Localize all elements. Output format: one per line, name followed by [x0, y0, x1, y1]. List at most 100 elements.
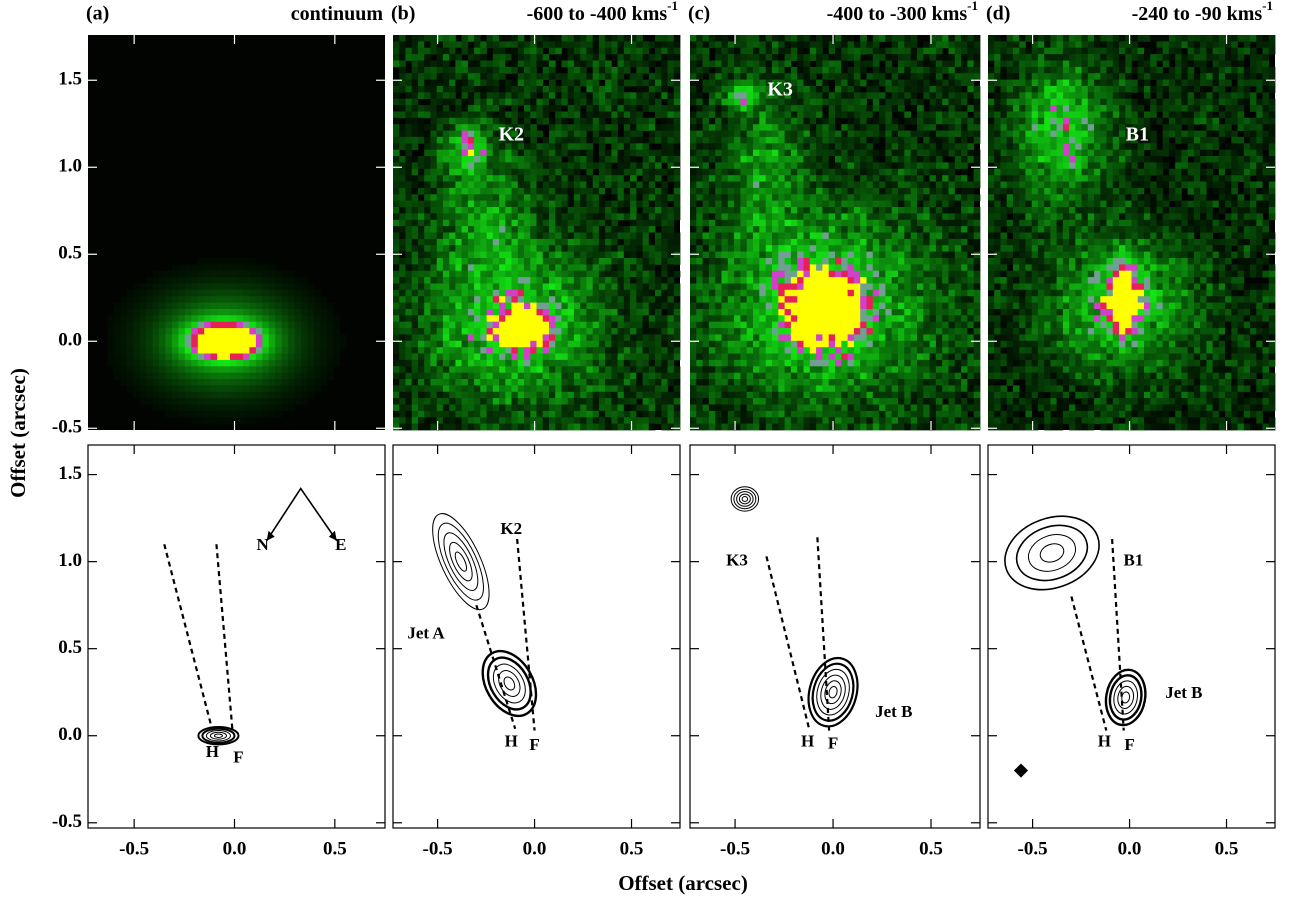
- image-pixel: [411, 207, 419, 214]
- image-pixel: [492, 404, 500, 412]
- image-pixel: [784, 156, 792, 163]
- title-text: -400 to -300 kms: [827, 3, 968, 25]
- image-pixel: [822, 117, 830, 125]
- image-pixel: [586, 372, 593, 380]
- image-pixel: [467, 309, 475, 316]
- image-pixel: [517, 334, 525, 342]
- image-pixel: [841, 92, 848, 100]
- image-pixel: [872, 207, 880, 214]
- image-pixel: [778, 54, 785, 61]
- image-pixel: [661, 372, 668, 380]
- image-pixel: [133, 328, 141, 335]
- image-pixel: [197, 359, 205, 367]
- image-pixel: [461, 47, 469, 55]
- image-pixel: [430, 264, 437, 272]
- image-pixel: [505, 162, 512, 170]
- image-pixel: [778, 156, 785, 163]
- image-pixel: [655, 175, 662, 182]
- image-pixel: [405, 35, 413, 42]
- image-pixel: [617, 226, 625, 233]
- panel-title: continuum: [291, 3, 384, 25]
- image-pixel: [623, 111, 631, 119]
- image-pixel: [567, 372, 575, 380]
- image-pixel: [133, 334, 141, 342]
- image-pixel: [617, 404, 625, 412]
- image-pixel: [809, 130, 817, 138]
- image-pixel: [580, 302, 587, 310]
- image-pixel: [898, 47, 905, 55]
- image-pixel: [816, 41, 823, 49]
- image-pixel: [442, 321, 450, 329]
- image-pixel: [860, 35, 867, 42]
- image-pixel: [505, 232, 512, 240]
- image-pixel: [872, 105, 880, 112]
- image-pixel: [772, 168, 779, 176]
- image-pixel: [536, 143, 544, 151]
- image-pixel: [803, 60, 811, 68]
- image-pixel: [139, 321, 147, 329]
- image-pixel: [268, 391, 276, 399]
- image-pixel: [727, 213, 735, 221]
- image-pixel: [667, 156, 675, 163]
- image-pixel: [442, 334, 450, 342]
- image-pixel: [474, 245, 481, 252]
- image-pixel: [885, 117, 893, 125]
- image-pixel: [424, 245, 431, 252]
- image-pixel: [623, 124, 631, 131]
- image-pixel: [611, 238, 618, 246]
- image-pixel: [598, 296, 606, 303]
- image-pixel: [178, 270, 186, 278]
- image-pixel: [648, 372, 656, 380]
- image-pixel: [555, 73, 562, 80]
- image-pixel: [708, 213, 716, 221]
- image-pixel: [797, 156, 804, 163]
- image-pixel: [623, 385, 631, 393]
- image-pixel: [835, 207, 842, 214]
- image-pixel: [204, 366, 212, 374]
- image-pixel: [474, 111, 481, 119]
- image-pixel: [942, 86, 949, 93]
- image-pixel: [573, 156, 581, 163]
- image-pixel: [586, 194, 593, 202]
- image-pixel: [393, 245, 400, 252]
- image-pixel: [499, 181, 506, 189]
- image-pixel: [630, 353, 637, 361]
- image-pixel: [611, 194, 618, 202]
- image-pixel: [673, 296, 681, 303]
- contour: [432, 513, 490, 611]
- image-pixel: [449, 105, 456, 112]
- image-pixel: [449, 417, 456, 425]
- image-pixel: [891, 156, 899, 163]
- image-pixel: [243, 391, 250, 399]
- image-pixel: [891, 175, 899, 182]
- image-pixel: [816, 207, 823, 214]
- image-pixel: [524, 98, 531, 106]
- image-pixel: [778, 111, 785, 119]
- image-pixel: [210, 302, 218, 310]
- image-pixel: [405, 372, 413, 380]
- image-pixel: [314, 289, 321, 297]
- image-pixel: [561, 168, 569, 176]
- image-pixel: [828, 130, 836, 138]
- image-pixel: [499, 398, 506, 405]
- image-pixel: [929, 117, 937, 125]
- image-pixel: [511, 105, 519, 112]
- image-pixel: [418, 47, 425, 55]
- image-pixel: [113, 347, 121, 354]
- image-pixel: [133, 321, 141, 329]
- image-pixel: [171, 410, 179, 418]
- image-pixel: [184, 340, 192, 348]
- image-pixel: [449, 245, 456, 252]
- image-pixel: [262, 309, 270, 316]
- image-pixel: [467, 187, 475, 195]
- image-pixel: [449, 54, 456, 61]
- image-pixel: [530, 423, 537, 431]
- image-pixel: [505, 353, 512, 361]
- image-pixel: [630, 270, 637, 278]
- image-pixel: [326, 334, 334, 342]
- image-pixel: [399, 175, 406, 182]
- image-pixel: [243, 258, 250, 265]
- image-pixel: [961, 136, 968, 144]
- image-pixel: [243, 353, 250, 361]
- image-pixel: [430, 321, 437, 329]
